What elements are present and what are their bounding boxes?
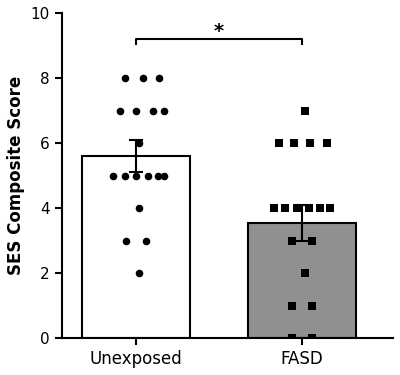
- Point: [302, 270, 308, 276]
- Point: [156, 75, 162, 81]
- Point: [133, 172, 139, 178]
- Y-axis label: SES Composite Score: SES Composite Score: [7, 76, 25, 275]
- Point: [136, 140, 143, 146]
- Point: [290, 140, 297, 146]
- Point: [317, 205, 323, 211]
- Point: [309, 303, 315, 309]
- Point: [123, 238, 129, 244]
- Point: [121, 172, 128, 178]
- Point: [136, 270, 143, 276]
- Point: [161, 172, 168, 178]
- Point: [305, 205, 312, 211]
- Point: [289, 238, 295, 244]
- Bar: [248, 223, 356, 338]
- Point: [294, 205, 300, 211]
- Text: *: *: [214, 22, 224, 40]
- Bar: [82, 156, 190, 338]
- Point: [110, 172, 116, 178]
- Point: [307, 140, 313, 146]
- Point: [289, 335, 295, 341]
- Point: [302, 108, 308, 114]
- Point: [282, 205, 288, 211]
- Point: [144, 172, 151, 178]
- Point: [327, 205, 333, 211]
- Point: [140, 75, 146, 81]
- Point: [150, 108, 156, 114]
- Point: [161, 108, 168, 114]
- Point: [309, 335, 315, 341]
- Point: [270, 205, 277, 211]
- Point: [154, 172, 161, 178]
- Point: [116, 108, 123, 114]
- Point: [136, 205, 143, 211]
- Point: [143, 238, 149, 244]
- Point: [276, 140, 282, 146]
- Point: [133, 108, 139, 114]
- Point: [324, 140, 330, 146]
- Point: [309, 238, 315, 244]
- Point: [289, 303, 295, 309]
- Point: [121, 75, 128, 81]
